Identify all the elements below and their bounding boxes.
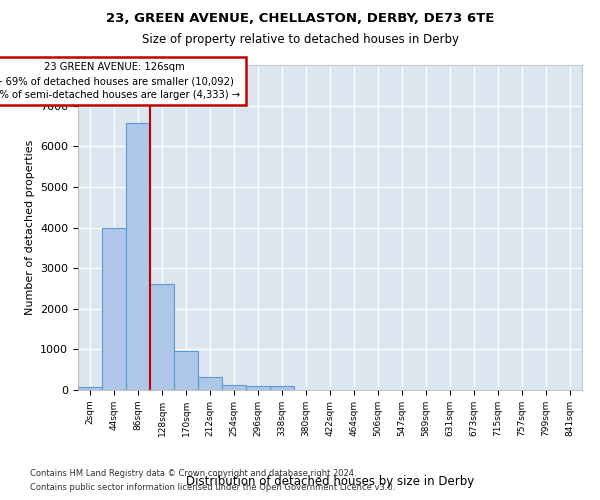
Bar <box>246 386 270 390</box>
Text: Contains HM Land Registry data © Crown copyright and database right 2024.: Contains HM Land Registry data © Crown c… <box>30 468 356 477</box>
Text: 23, GREEN AVENUE, CHELLASTON, DERBY, DE73 6TE: 23, GREEN AVENUE, CHELLASTON, DERBY, DE7… <box>106 12 494 26</box>
Bar <box>102 228 126 390</box>
Y-axis label: Number of detached properties: Number of detached properties <box>25 140 35 315</box>
Bar <box>270 386 294 390</box>
Bar <box>222 384 246 390</box>
Bar <box>198 378 222 390</box>
Bar <box>174 351 198 390</box>
Text: Size of property relative to detached houses in Derby: Size of property relative to detached ho… <box>142 32 458 46</box>
Bar <box>150 284 174 390</box>
Text: Contains public sector information licensed under the Open Government Licence v3: Contains public sector information licen… <box>30 484 395 492</box>
Text: 23 GREEN AVENUE: 126sqm
← 69% of detached houses are smaller (10,092)
30% of sem: 23 GREEN AVENUE: 126sqm ← 69% of detache… <box>0 62 241 100</box>
Bar <box>126 122 150 390</box>
Bar <box>78 387 102 390</box>
X-axis label: Distribution of detached houses by size in Derby: Distribution of detached houses by size … <box>186 475 474 488</box>
